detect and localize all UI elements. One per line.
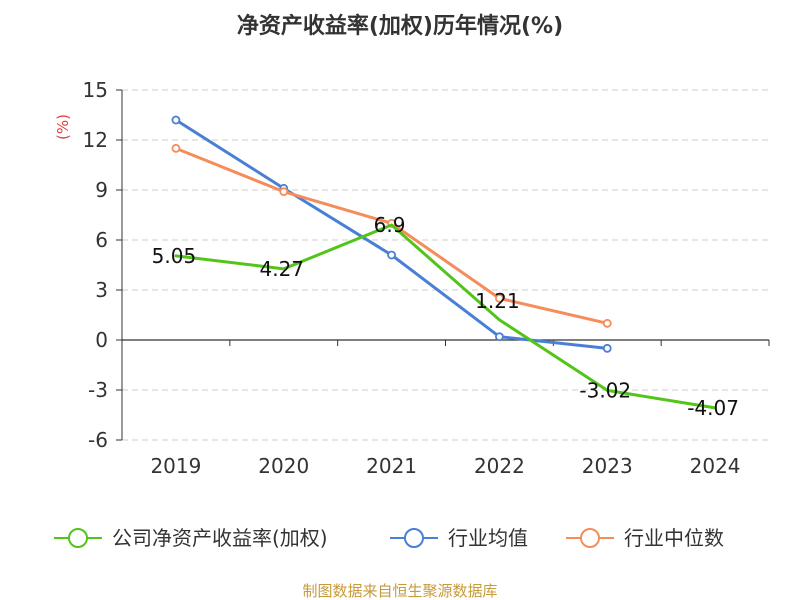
data-label: -4.07 [687,396,739,420]
data-label: -3.02 [579,378,631,402]
legend-item-1[interactable]: 行业均值 [390,526,528,550]
y-tick-label: 15 [83,78,108,102]
x-tick-label: 2020 [258,454,309,478]
source-footer: 制图数据来自恒生聚源数据库 [302,582,497,600]
legend-marker-icon [404,528,424,548]
legend-item-2[interactable]: 行业中位数 [566,526,724,550]
legend-label: 公司净资产收益率(加权) [112,526,328,550]
series-point-2[interactable] [495,293,504,303]
data-label: 5.05 [152,244,197,268]
axes: 15 12 9 6 3 0 -3 -6 2019 2020 2021 2022 2023 2024 [83,78,770,478]
legend-label: 行业均值 [448,526,528,550]
x-tick-label: 2023 [582,454,633,478]
grid-lines [122,89,769,441]
x-tick-label: 2024 [690,454,741,478]
series-point-1[interactable] [387,250,396,260]
y-tick-label: 12 [83,128,108,152]
legend-item-0[interactable]: 公司净资产收益率(加权) [54,526,328,550]
legend-marker-icon [68,528,88,548]
series-point-2[interactable] [602,318,612,328]
x-tick-label: 2022 [474,454,525,478]
x-tick-label: 2021 [366,454,417,478]
series-lines [171,115,717,410]
legend[interactable]: 公司净资产收益率(加权) 行业均值 行业中位数 [54,526,724,550]
series-point-2[interactable] [279,187,289,197]
series-point-1[interactable] [171,115,181,125]
series-point-2[interactable] [171,143,181,153]
chart-title: 净资产收益率(加权)历年情况(%) [237,13,563,39]
series-point-1[interactable] [495,332,504,342]
y-tick-label: 6 [95,228,108,252]
data-label: 6.9 [374,213,406,237]
series-line-0 [174,223,717,410]
data-label: 1.21 [475,289,520,313]
y-tick-label: 3 [95,278,108,302]
y-tick-label: 0 [95,328,108,352]
data-label: 4.27 [259,257,304,281]
series-point-1[interactable] [602,343,612,353]
data-labels: 5.05 4.27 6.9 1.21 -3.02 -4.07 [152,213,739,420]
y-tick-label: -3 [88,378,108,402]
y-tick-label: -6 [88,428,108,452]
legend-marker-icon [580,528,600,548]
x-tick-label: 2019 [150,454,201,478]
y-axis-label: (%) [54,114,72,140]
legend-label: 行业中位数 [624,526,724,550]
y-tick-label: 9 [95,178,108,202]
